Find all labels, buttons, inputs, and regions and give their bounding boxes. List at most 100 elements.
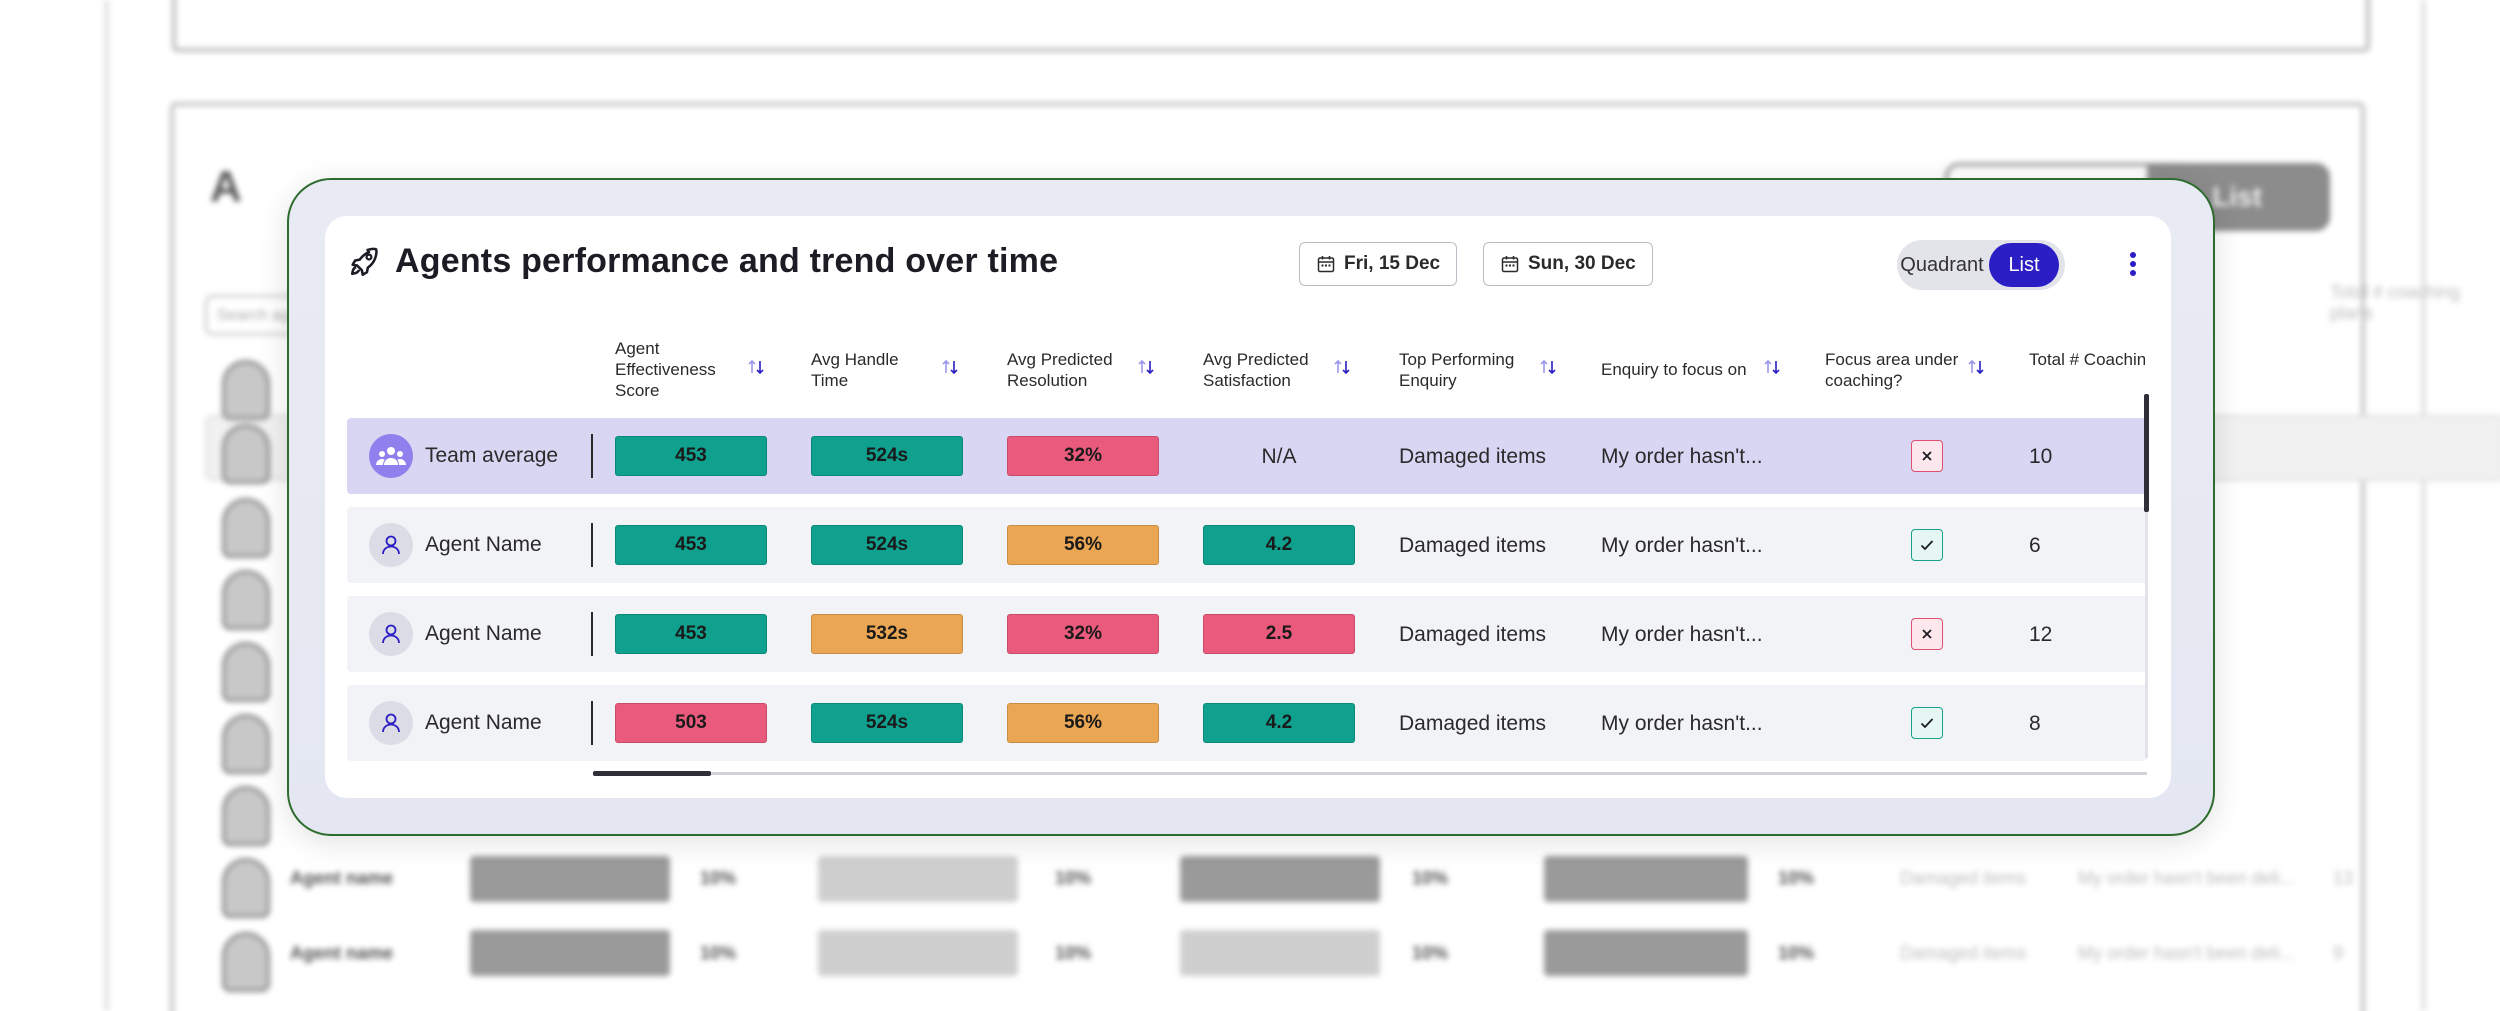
top-enquiry: Damaged items [1399,534,1547,557]
table-row[interactable]: Agent Name 453 524s 56% 4.2 Damaged item… [347,507,2147,583]
performance-popup: Agents performance and trend over time F… [287,178,2215,836]
background-trend: 10% [1778,943,1815,963]
background-enquiry: Damaged items [1900,943,2027,963]
table-row-team-average[interactable]: Team average 453 524s 32% N/A Damaged it… [347,418,2147,494]
agent-name: Agent Name [425,711,542,734]
horizontal-scrollbar-thumb[interactable] [593,771,711,776]
background-trend: 10% [1055,943,1092,963]
background-avatar-icon [222,498,270,558]
background-avatar-icon [222,642,270,702]
row-divider [591,612,593,656]
table-row[interactable]: Agent Name 453 532s 32% 2.5 Damaged item… [347,596,2147,672]
date-from-picker[interactable]: Fri, 15 Dec [1299,242,1458,286]
coaching-plans-count: 10 [2029,445,2053,468]
top-enquiry: Damaged items [1399,623,1547,646]
background-focus: My order hasn't been deli... [2078,943,2295,963]
effectiveness-badge: 453 [615,436,767,476]
background-trend: 10% [1412,943,1449,963]
user-icon [369,523,413,567]
sort-icon[interactable] [1965,356,1987,378]
effectiveness-badge: 503 [615,703,767,743]
sort-icon[interactable] [745,356,767,378]
view-toggle: Quadrant List [1897,240,2065,290]
col-header-coaching: Focus area under coaching? [1825,350,1959,390]
background-cell [470,930,670,976]
satisfaction-badge: 2.5 [1203,614,1355,654]
background-trend: 10% [700,868,737,888]
toggle-quadrant[interactable]: Quadrant [1900,253,1984,276]
calendar-icon [1501,256,1519,273]
background-cell [818,856,1018,902]
date-to-picker[interactable]: Sun, 30 Dec [1483,242,1653,286]
sort-icon[interactable] [1537,356,1559,378]
sort-icon[interactable] [1135,356,1157,378]
team-icon [369,434,413,478]
coaching-plans-count: 6 [2029,534,2041,557]
user-icon [369,612,413,656]
date-from-label: Fri, 15 Dec [1344,253,1441,274]
toggle-list[interactable]: List [1989,243,2059,287]
col-header-satisfaction: Avg Predicted Satisfaction [1203,350,1309,390]
vertical-scrollbar-thumb[interactable] [2144,394,2149,512]
sort-icon[interactable] [939,356,961,378]
background-cell [1180,930,1380,976]
background-avatar-icon [222,932,270,992]
horizontal-scrollbar-track[interactable] [593,772,2147,775]
col-header-top-enquiry: Top Performing Enquiry [1399,350,1515,390]
check-icon [1920,540,1934,551]
background-title: A [210,162,242,211]
col-header-resolution: Avg Predicted Resolution [1007,350,1113,390]
background-focus: My order hasn't been deli... [2078,868,2295,888]
col-header-effectiveness: Agent Effectiveness Score [615,339,716,400]
aht-badge: 524s [811,703,963,743]
sort-icon[interactable] [1761,356,1783,378]
resolution-badge: 56% [1007,525,1159,565]
calendar-icon [1317,256,1335,273]
col-header-plans: Total # Coaching Plar [2029,350,2145,369]
coaching-checkbox[interactable] [1911,529,1943,561]
background-avatar-icon [222,858,270,918]
background-avatar-icon [222,714,270,774]
background-trend: 10% [1055,868,1092,888]
sort-icon[interactable] [1331,356,1353,378]
date-to-label: Sun, 30 Dec [1528,253,1636,274]
effectiveness-badge: 453 [615,614,767,654]
more-options-icon[interactable] [2125,250,2141,280]
background-cell [818,930,1018,976]
background-cell [470,856,670,902]
vertical-scrollbar-track[interactable] [2145,394,2148,758]
background-avatar-icon [222,570,270,630]
background-top-card [172,0,2370,52]
col-header-aht: Avg Handle Time [811,350,899,390]
table-row[interactable]: Agent Name 503 524s 56% 4.2 Damaged item… [347,685,2147,761]
close-icon [1922,629,1932,639]
rocket-icon [350,247,378,276]
top-enquiry: Damaged items [1399,445,1547,468]
card-header: Agents performance and trend over time [347,242,1058,281]
background-trend: 10% [700,943,737,963]
background-row-name: Agent name [290,868,394,888]
aht-badge: 532s [811,614,963,654]
row-divider [591,701,593,745]
satisfaction-badge: 4.2 [1203,703,1355,743]
satisfaction-value: N/A [1261,445,1297,468]
focus-enquiry: My order hasn't... [1601,534,1763,557]
background-frame [105,0,2425,1011]
background-trend: 10% [1412,868,1449,888]
agent-name: Agent Name [425,533,542,556]
resolution-badge: 32% [1007,614,1159,654]
background-plans: 13 [2333,868,2354,888]
background-row-name: Agent name [290,943,394,963]
background-avatar-icon [222,424,270,484]
background-avatar-icon [222,360,270,420]
coaching-plans-count: 12 [2029,623,2053,646]
coaching-checkbox[interactable] [1911,618,1943,650]
coaching-checkbox[interactable] [1911,707,1943,739]
page-title: Agents performance and trend over time [395,242,1059,280]
effectiveness-badge: 453 [615,525,767,565]
focus-enquiry: My order hasn't... [1601,623,1763,646]
check-icon [1920,718,1934,729]
col-header-focus-enquiry: Enquiry to focus on [1601,360,1747,379]
coaching-checkbox[interactable] [1911,440,1943,472]
row-divider [591,523,593,567]
